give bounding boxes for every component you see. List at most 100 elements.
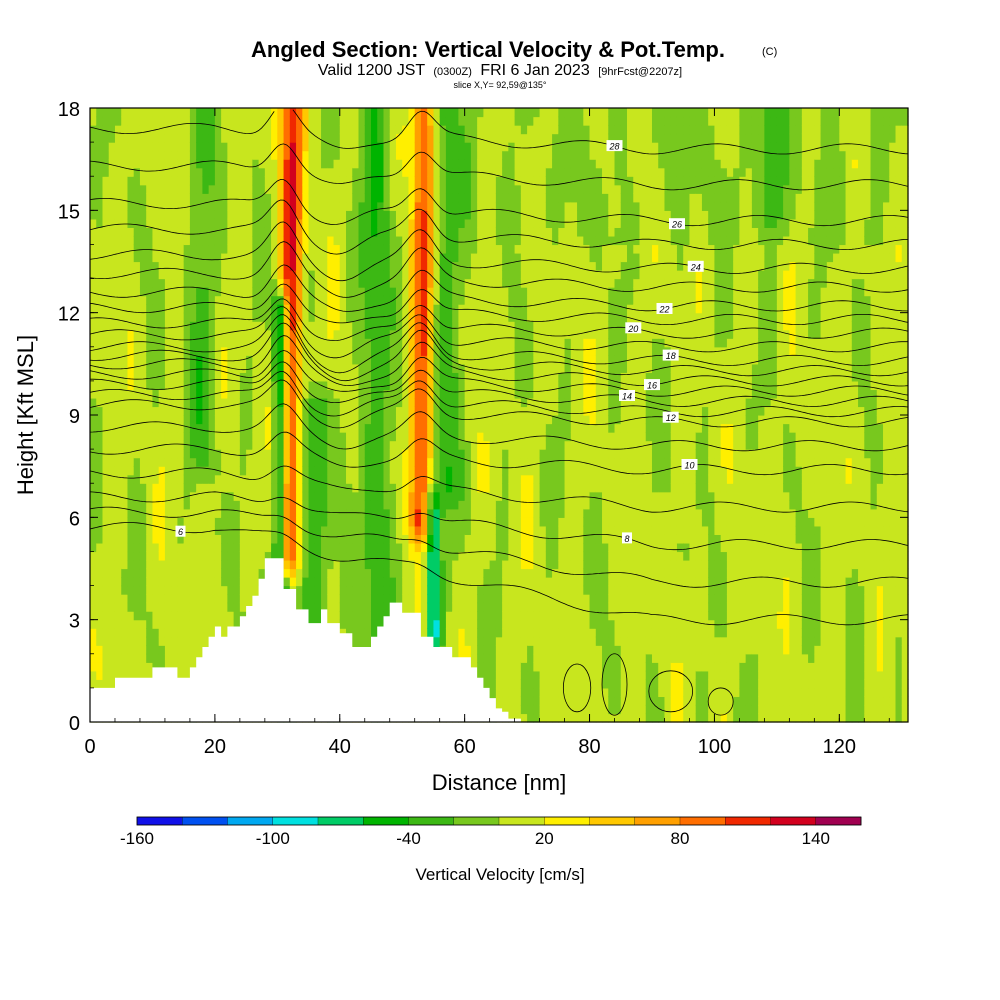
velocity-cell (352, 406, 360, 416)
velocity-cell (514, 295, 522, 305)
velocity-cell (352, 517, 360, 527)
velocity-cell (164, 491, 172, 501)
velocity-cell (202, 525, 210, 535)
velocity-cell (164, 278, 172, 288)
velocity-cell (90, 423, 97, 433)
velocity-cell (283, 355, 291, 365)
velocity-cell (183, 500, 191, 510)
velocity-cell (470, 585, 478, 595)
velocity-cell (289, 150, 297, 160)
velocity-cell (96, 372, 104, 382)
velocity-cell (414, 142, 422, 152)
velocity-cell (308, 534, 316, 544)
velocity-cell (283, 559, 291, 570)
velocity-cell (308, 227, 316, 237)
velocity-cell (346, 270, 353, 280)
velocity-cell (458, 355, 466, 365)
velocity-cell (196, 133, 203, 143)
velocity-cell (196, 568, 203, 578)
velocity-cell (289, 483, 297, 493)
velocity-cell (264, 210, 272, 220)
velocity-cell (302, 389, 310, 399)
velocity-cell (364, 227, 372, 237)
velocity-cell (208, 363, 216, 373)
velocity-cell (152, 270, 160, 280)
velocity-cell (427, 338, 435, 348)
velocity-cell (277, 491, 285, 501)
velocity-cell (252, 397, 260, 408)
velocity-cell (139, 517, 147, 527)
velocity-cell (164, 645, 172, 655)
velocity-cell (139, 508, 147, 518)
velocity-cell (152, 235, 160, 246)
velocity-cell (483, 184, 491, 194)
velocity-cell (408, 295, 416, 305)
velocity-cell (402, 559, 410, 570)
velocity-cell (333, 380, 341, 391)
velocity-cell (146, 278, 154, 288)
velocity-cell (352, 116, 360, 126)
velocity-cell (321, 585, 328, 595)
velocity-cell (90, 474, 97, 484)
velocity-cell (408, 355, 416, 365)
velocity-cell (370, 116, 378, 126)
velocity-cell (183, 602, 191, 612)
velocity-cell (277, 312, 285, 322)
velocity-cell (452, 304, 460, 314)
velocity-cell (489, 577, 497, 587)
velocity-cell (296, 440, 303, 450)
velocity-cell (314, 594, 322, 604)
velocity-cell (395, 432, 403, 442)
velocity-cell (158, 201, 166, 211)
velocity-cell (489, 184, 497, 194)
velocity-cell (233, 125, 241, 135)
velocity-cell (327, 559, 335, 570)
velocity-cell (489, 201, 497, 211)
velocity-cell (233, 440, 241, 450)
velocity-cell (96, 440, 104, 450)
velocity-cell (402, 466, 410, 476)
velocity-cell (502, 287, 509, 297)
velocity-cell (489, 235, 497, 246)
velocity-cell (114, 585, 122, 595)
velocity-cell (327, 380, 335, 391)
velocity-cell (464, 363, 472, 373)
velocity-cell (158, 244, 166, 254)
velocity-cell (102, 551, 110, 561)
velocity-cell (133, 517, 141, 527)
velocity-cell (289, 159, 297, 169)
velocity-cell (214, 210, 222, 220)
velocity-cell (102, 670, 110, 680)
velocity-cell (114, 466, 122, 476)
velocity-cell (158, 142, 166, 152)
velocity-cell (477, 534, 484, 544)
velocity-cell (264, 389, 272, 399)
velocity-cell (389, 116, 397, 126)
velocity-cell (127, 636, 135, 646)
velocity-cell (383, 508, 391, 518)
velocity-cell (458, 483, 466, 493)
velocity-cell (196, 432, 203, 442)
velocity-cell (370, 517, 378, 527)
velocity-cell (189, 619, 197, 629)
velocity-cell (458, 585, 466, 595)
velocity-cell (308, 525, 316, 535)
velocity-cell (189, 415, 197, 425)
velocity-cell (514, 687, 522, 698)
velocity-cell (139, 449, 147, 459)
velocity-cell (470, 116, 478, 126)
velocity-cell (264, 287, 272, 297)
velocity-cell (277, 108, 285, 118)
velocity-cell (189, 116, 197, 126)
velocity-cell (189, 542, 197, 553)
velocity-cell (164, 235, 172, 246)
velocity-cell (196, 577, 203, 587)
velocity-cell (102, 449, 110, 459)
velocity-cell (364, 551, 372, 561)
velocity-cell (146, 235, 154, 246)
velocity-cell (339, 474, 347, 484)
velocity-cell (189, 636, 197, 646)
velocity-cell (227, 193, 235, 203)
velocity-cell (289, 415, 297, 425)
velocity-cell (389, 440, 397, 450)
